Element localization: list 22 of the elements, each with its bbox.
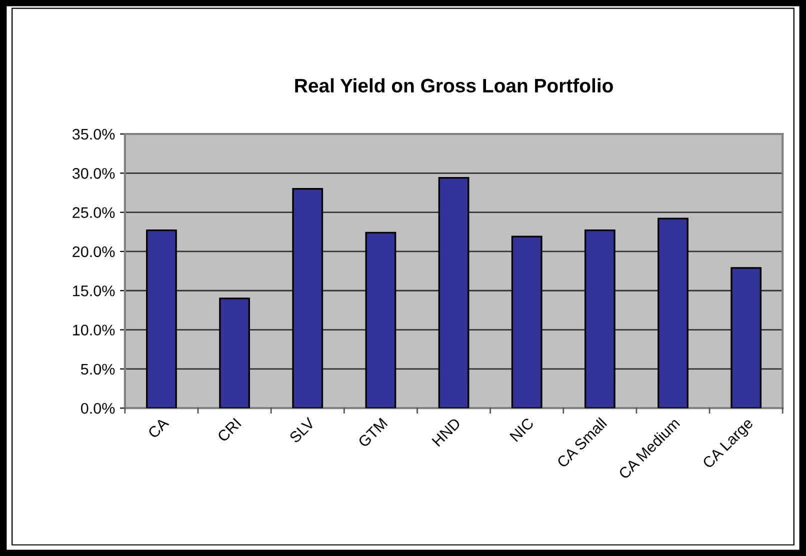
x-tick-label: SLV bbox=[288, 416, 316, 444]
bar bbox=[292, 188, 324, 408]
bar bbox=[146, 229, 177, 408]
bar bbox=[658, 218, 688, 408]
y-tick-label: 20.0% bbox=[72, 246, 115, 258]
bar bbox=[511, 236, 542, 408]
y-tick-label: 10.0% bbox=[73, 324, 115, 336]
y-tick-label: 5.0% bbox=[80, 364, 115, 375]
bar bbox=[219, 298, 250, 408]
y-tick-label: 30.0% bbox=[72, 168, 115, 179]
bar bbox=[730, 267, 762, 408]
bar bbox=[365, 232, 396, 408]
bar bbox=[438, 177, 470, 408]
x-tick-label: NIC bbox=[509, 417, 534, 442]
y-tick-label: 15.0% bbox=[73, 285, 115, 296]
y-tick-label: 0.0% bbox=[80, 402, 115, 414]
y-tick-label: 25.0% bbox=[72, 207, 115, 218]
x-tick-label: CRI bbox=[216, 418, 242, 442]
x-tick-label: CA bbox=[147, 416, 170, 439]
bar bbox=[584, 229, 616, 408]
chart-title: Real Yield on Gross Loan Portfolio bbox=[295, 78, 613, 93]
y-tick-label: 35.0% bbox=[72, 128, 115, 140]
